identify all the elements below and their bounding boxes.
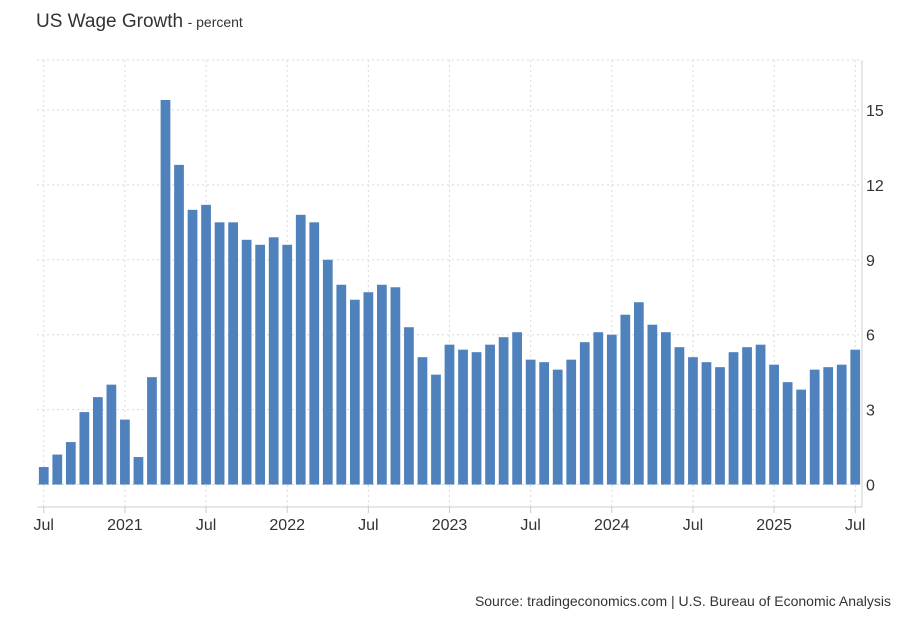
y-tick-label: 15 (866, 103, 884, 120)
bar (377, 284, 387, 485)
bar (79, 412, 90, 485)
x-tick-label: 2025 (756, 517, 792, 534)
bar (512, 332, 522, 485)
bar (214, 222, 225, 485)
bar (782, 382, 793, 485)
x-tick-labels: Jul 2021 Jul 2022 Jul 2023 Jul 2024 Jul 2025 Jul (34, 517, 866, 534)
bar (525, 359, 536, 485)
bar (187, 209, 198, 485)
bar (228, 222, 238, 485)
y-tick-labels: 0 3 6 9 12 15 (866, 103, 884, 495)
bar (742, 347, 752, 485)
bar (295, 214, 306, 485)
x-tick-label: 2023 (432, 517, 468, 534)
x-tick-label: Jul (196, 517, 216, 534)
bar (661, 332, 671, 485)
x-tick-label: Jul (845, 517, 865, 534)
bar (444, 344, 455, 485)
bar (147, 377, 157, 485)
y-tick-label: 9 (866, 253, 875, 270)
bar (823, 367, 834, 485)
bar (539, 362, 550, 485)
bar (174, 164, 184, 485)
bars (38, 99, 861, 485)
bar (593, 332, 604, 485)
bar (120, 419, 130, 485)
bar (701, 362, 712, 485)
bar (52, 454, 63, 485)
bar (836, 364, 847, 485)
bar (417, 357, 428, 485)
x-tick-label: 2022 (269, 517, 305, 534)
bar (282, 244, 293, 485)
bar (809, 369, 820, 485)
bar (715, 367, 725, 485)
bar (404, 327, 414, 485)
bar (363, 292, 374, 485)
bar (566, 359, 577, 485)
bar (796, 389, 807, 485)
bar (349, 299, 360, 485)
bar (431, 374, 441, 485)
bar (322, 259, 333, 485)
bar (201, 204, 211, 485)
bar (647, 324, 658, 485)
bar (606, 334, 617, 485)
chart-title: US Wage Growth (36, 11, 184, 32)
bar (106, 384, 117, 485)
y-tick-label: 3 (866, 403, 875, 420)
x-tick-label: Jul (683, 517, 703, 534)
bar (38, 467, 49, 485)
bar (390, 287, 401, 485)
bar (471, 352, 482, 485)
bar (633, 302, 644, 485)
bar (241, 239, 252, 485)
bar (309, 222, 320, 485)
bar (65, 442, 76, 485)
x-tick-label: Jul (520, 517, 540, 534)
bar (579, 342, 590, 485)
source-note: Source: tradingeconomics.com | U.S. Bure… (474, 593, 891, 609)
bar (133, 457, 144, 485)
chart-title-block: US Wage Growth - percent (36, 11, 243, 33)
bar (850, 349, 861, 485)
y-tick-label: 6 (866, 328, 875, 345)
x-tick-label: 2024 (594, 517, 630, 534)
bar (92, 397, 103, 485)
bar (498, 337, 509, 485)
x-tick-label: 2021 (107, 517, 143, 534)
bar (485, 344, 495, 485)
bar (552, 369, 563, 485)
bar (160, 99, 171, 485)
bar (255, 244, 266, 485)
bar (688, 357, 698, 485)
bar (728, 352, 739, 485)
chart-subtitle: - percent (187, 14, 243, 30)
y-tick-label: 0 (866, 478, 875, 495)
bar (674, 347, 685, 485)
axes (37, 60, 863, 513)
bar (620, 314, 631, 485)
x-tick-label: Jul (358, 517, 378, 534)
y-tick-label: 12 (866, 178, 884, 195)
bar (268, 237, 279, 485)
bar (769, 364, 779, 485)
bar (755, 344, 766, 485)
bar (336, 284, 347, 485)
bar (458, 349, 468, 485)
x-tick-label: Jul (34, 517, 54, 534)
